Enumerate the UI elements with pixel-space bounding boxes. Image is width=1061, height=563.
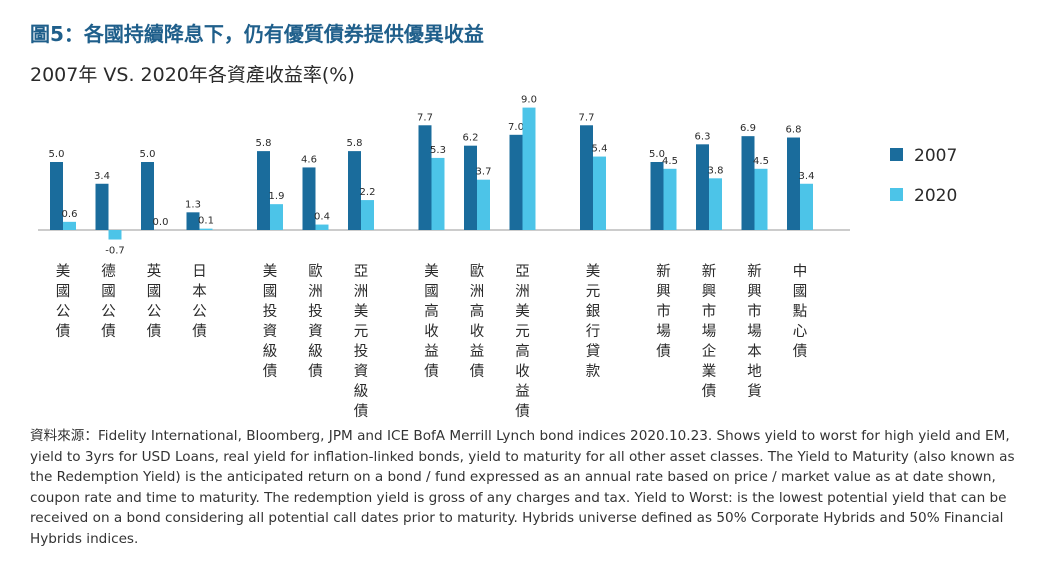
bar-2020-12 — [663, 168, 677, 230]
value-label-2020-12: 4.5 — [662, 156, 678, 167]
bar-2020-2 — [108, 230, 122, 240]
value-label-2020-5: 1.9 — [269, 191, 285, 202]
bar-2007-1 — [50, 162, 63, 230]
legend-swatch-2007 — [890, 148, 903, 161]
value-label-2020-14: 4.5 — [753, 156, 769, 167]
category-label-10: 亞洲美元高收益債 — [515, 264, 530, 420]
legend-swatch-2020 — [890, 188, 903, 201]
value-label-2007-8: 7.7 — [417, 112, 433, 123]
bar-2007-4 — [186, 212, 200, 230]
value-label-2007-5: 5.8 — [256, 138, 272, 149]
category-label-15: 中國點心債 — [793, 263, 808, 360]
value-label-2007-7: 5.8 — [347, 138, 363, 149]
value-label-2007-10: 7.0 — [508, 122, 524, 133]
value-label-2007-1: 5.0 — [49, 149, 65, 160]
value-label-2020-3: 0.0 — [153, 217, 169, 228]
value-label-2007-9: 6.2 — [463, 133, 479, 144]
value-label-2020-11: 5.4 — [592, 144, 608, 155]
category-label-13: 新興市場企業債 — [702, 263, 717, 400]
legend-label-2020: 2020 — [914, 186, 957, 206]
category-label-9: 歐洲高收益債 — [470, 263, 485, 380]
figure-title: 圖5：各國持續降息下，仍有優質債券提供優異收益 — [30, 22, 484, 46]
value-label-2020-13: 3.8 — [708, 165, 724, 176]
legend-label-2007: 2007 — [914, 146, 957, 166]
category-label-12: 新興市場債 — [656, 263, 671, 360]
bar-2007-3 — [141, 162, 154, 230]
value-label-2020-15: 3.4 — [799, 171, 815, 182]
value-label-2007-13: 6.3 — [695, 131, 711, 142]
bar-2020-8 — [431, 157, 445, 230]
value-label-2020-7: 2.2 — [360, 187, 376, 198]
category-label-7: 亞洲美元投資級債 — [354, 264, 369, 420]
category-label-4: 日本公債 — [192, 264, 207, 340]
bar-2007-13 — [696, 144, 709, 230]
bar-2007-8 — [418, 125, 432, 230]
chart-title: 2007年 VS. 2020年各資產收益率(%) — [30, 64, 355, 86]
bar-chart: 5.0 0.6 美國公債 3.4 -0.7 德國公債 5.0 0.0 英國公債 1.3 0.1 日本公… — [38, 95, 957, 420]
category-label-3: 英國公債 — [147, 262, 162, 340]
bar-2020-1 — [63, 221, 76, 230]
value-label-2020-1: 0.6 — [62, 209, 78, 220]
bar-2020-11 — [593, 156, 606, 230]
bar-2007-10 — [509, 134, 523, 230]
value-label-2020-8: 5.3 — [430, 145, 446, 156]
value-label-2020-9: 3.7 — [476, 167, 492, 178]
value-label-2007-2: 3.4 — [94, 171, 110, 182]
bar-2020-15 — [800, 183, 813, 230]
value-label-2020-10: 9.0 — [521, 95, 537, 106]
bar-2020-5 — [270, 204, 283, 230]
bar-2007-12 — [650, 162, 664, 230]
category-label-14: 新興市場本地貨 — [747, 263, 762, 400]
value-label-2007-11: 7.7 — [579, 112, 595, 123]
bar-2007-5 — [257, 151, 270, 230]
value-label-2020-4: 0.1 — [198, 216, 214, 227]
category-label-8: 美國高收益債 — [424, 263, 439, 380]
category-label-2: 德國公債 — [101, 263, 116, 340]
bar-2020-7 — [361, 200, 374, 230]
bar-2020-9 — [477, 179, 490, 230]
bar-2020-10 — [522, 107, 536, 230]
bar-2007-9 — [464, 145, 477, 230]
value-label-2007-14: 6.9 — [740, 123, 756, 134]
value-label-2020-6: 0.4 — [314, 212, 330, 223]
value-label-2007-4: 1.3 — [185, 199, 201, 210]
value-label-2007-3: 5.0 — [140, 149, 156, 160]
category-label-5: 美國投資級債 — [263, 263, 278, 380]
value-label-2007-15: 6.8 — [786, 125, 802, 136]
category-label-11: 美元銀行貸款 — [586, 263, 601, 380]
bar-2007-6 — [302, 167, 316, 230]
category-label-1: 美國公債 — [56, 263, 71, 340]
bar-2020-6 — [315, 224, 329, 230]
value-label-2007-6: 4.6 — [301, 154, 317, 165]
bar-2007-2 — [95, 183, 109, 230]
value-label-2007-12: 5.0 — [649, 149, 665, 160]
bar-2007-15 — [787, 137, 800, 230]
bar-2020-13 — [709, 178, 722, 230]
value-label-2020-2: -0.7 — [105, 246, 125, 257]
bar-2007-14 — [741, 136, 755, 230]
bar-2007-7 — [348, 151, 361, 230]
source-note: 資料來源：Fidelity International, Bloomberg, … — [30, 428, 1015, 547]
bar-2007-11 — [580, 125, 593, 230]
bar-2020-4 — [199, 228, 213, 230]
bar-2020-14 — [754, 168, 768, 230]
category-label-6: 歐洲投資級債 — [308, 263, 323, 380]
